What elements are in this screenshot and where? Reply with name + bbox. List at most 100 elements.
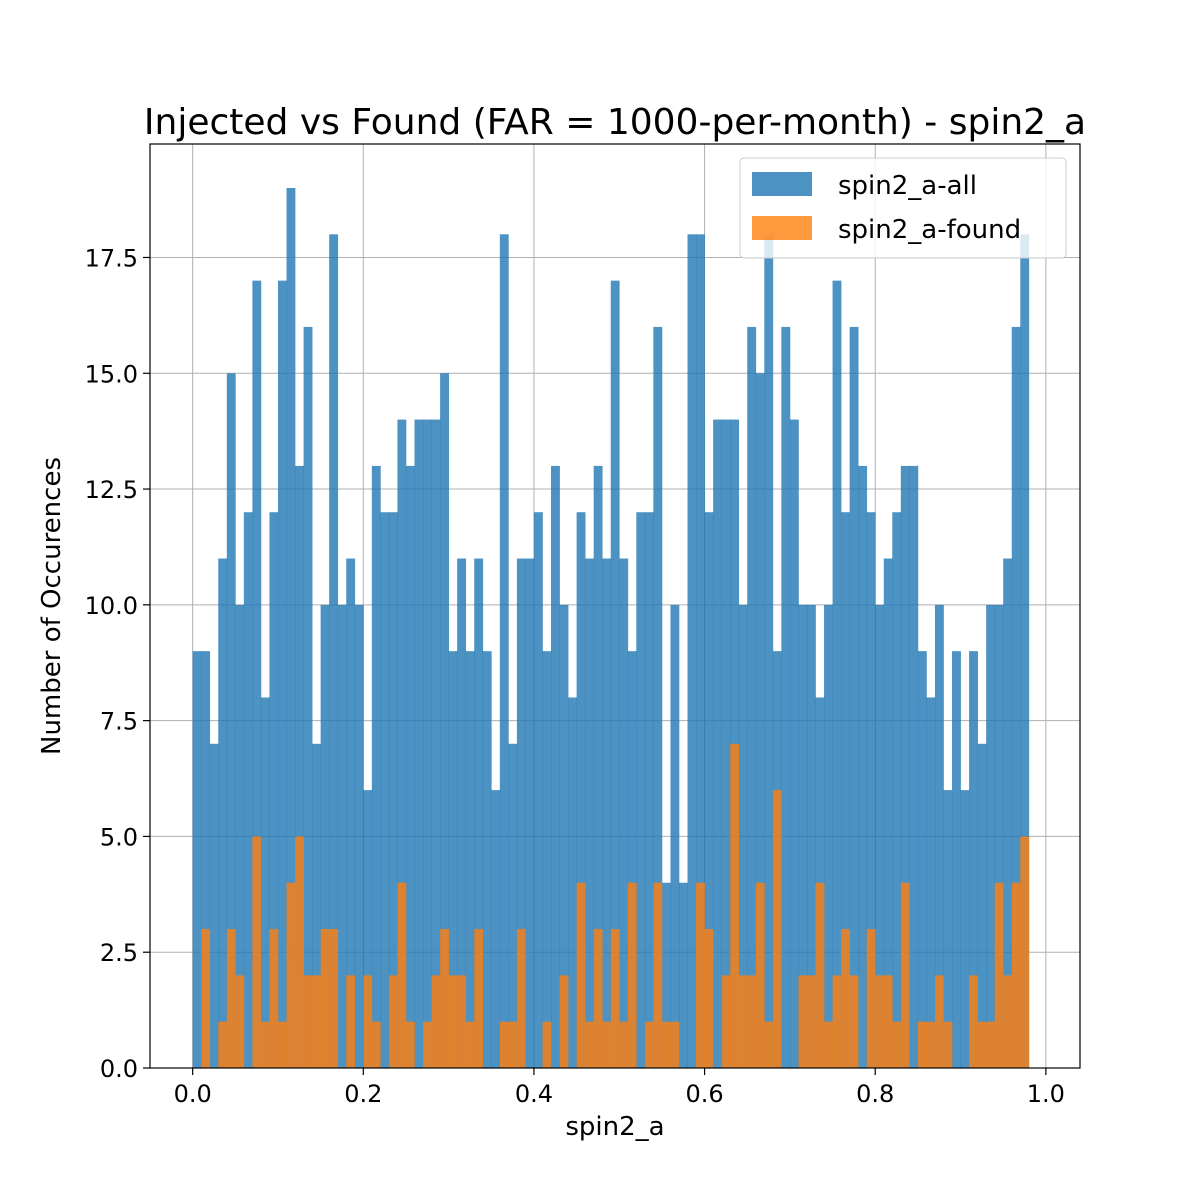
bar-found bbox=[892, 1021, 902, 1068]
bar-found bbox=[619, 1021, 629, 1068]
bar-found bbox=[917, 1021, 927, 1068]
bar-all bbox=[482, 651, 492, 1068]
bar-all bbox=[243, 512, 253, 1068]
bar-all bbox=[721, 419, 731, 1068]
bar-found bbox=[465, 1021, 475, 1068]
bar-all bbox=[508, 743, 518, 1068]
bar-found bbox=[849, 975, 859, 1068]
bar-all bbox=[312, 743, 321, 1068]
bar-found bbox=[388, 975, 398, 1068]
chart-title: Injected vs Found (FAR = 1000-per-month)… bbox=[144, 102, 1086, 143]
legend-box bbox=[739, 157, 1067, 259]
x-tick-label: 0.0 bbox=[174, 1080, 212, 1108]
bar-all bbox=[252, 280, 262, 1068]
bar-found bbox=[1020, 836, 1030, 1068]
bar-all bbox=[397, 419, 407, 1068]
bar-all bbox=[977, 743, 987, 1068]
bar-found bbox=[431, 975, 441, 1068]
bar-found bbox=[747, 975, 757, 1068]
bar-found bbox=[559, 975, 569, 1068]
bar-all bbox=[866, 512, 876, 1068]
y-tick-label: 12.5 bbox=[85, 476, 138, 504]
bar-found bbox=[423, 1021, 432, 1068]
bar-all bbox=[414, 419, 424, 1068]
y-tick-label: 15.0 bbox=[85, 360, 138, 388]
bar-all bbox=[363, 790, 373, 1068]
bar-all bbox=[593, 465, 603, 1068]
bar-found bbox=[969, 975, 978, 1068]
bar-all bbox=[1003, 558, 1013, 1068]
bar-found bbox=[994, 882, 1004, 1068]
bar-all bbox=[457, 558, 467, 1068]
bar-all bbox=[627, 651, 637, 1068]
x-tick-label: 0.2 bbox=[344, 1080, 382, 1108]
bar-found bbox=[576, 882, 586, 1068]
y-tick-label: 7.5 bbox=[100, 708, 138, 736]
bar-all bbox=[491, 790, 501, 1068]
bar-found bbox=[977, 1021, 987, 1068]
bar-found bbox=[303, 975, 313, 1068]
bar-all bbox=[226, 373, 236, 1068]
bar-all bbox=[1020, 234, 1030, 1068]
bar-all bbox=[764, 234, 774, 1068]
bar-all bbox=[696, 234, 705, 1068]
bar-all bbox=[568, 697, 577, 1068]
bar-all bbox=[209, 743, 219, 1068]
bar-all bbox=[824, 604, 833, 1068]
bar-found bbox=[943, 1021, 953, 1068]
bar-all bbox=[354, 604, 364, 1068]
bar-found bbox=[277, 1021, 287, 1068]
bar-all bbox=[892, 512, 902, 1068]
bar-found bbox=[934, 975, 944, 1068]
bar-all bbox=[525, 558, 535, 1068]
legend-label-all: spin2_a-all bbox=[838, 171, 977, 201]
bar-all bbox=[320, 604, 330, 1068]
bar-found bbox=[704, 929, 714, 1068]
bar-all bbox=[917, 651, 927, 1068]
bar-all bbox=[755, 373, 765, 1068]
bar-found bbox=[329, 929, 339, 1068]
bar-found bbox=[320, 929, 330, 1068]
bar-found bbox=[772, 790, 782, 1068]
ticks: 0.0 0.2 0.4 0.6 0.8 1.0 0.0 2.5 5.0 7.5 10.0 12.5 15… bbox=[85, 244, 1065, 1108]
bar-all bbox=[329, 234, 339, 1068]
x-tick-label: 1.0 bbox=[1027, 1080, 1065, 1108]
bar-found bbox=[593, 929, 603, 1068]
bar-found bbox=[252, 836, 262, 1068]
bar-found bbox=[661, 1021, 671, 1068]
bar-all bbox=[994, 604, 1004, 1068]
bar-found bbox=[260, 1021, 270, 1068]
bar-all bbox=[934, 604, 944, 1068]
bar-found bbox=[627, 882, 637, 1068]
bar-found bbox=[516, 929, 526, 1068]
bar-found bbox=[371, 1021, 381, 1068]
bar-all bbox=[465, 651, 475, 1068]
bar-all bbox=[516, 558, 526, 1068]
legend-swatch-found bbox=[752, 216, 812, 240]
bar-found bbox=[824, 1021, 833, 1068]
bar-all bbox=[380, 512, 390, 1068]
x-tick-label: 0.4 bbox=[515, 1080, 553, 1108]
bar-all bbox=[952, 651, 961, 1068]
bar-found bbox=[696, 882, 705, 1068]
bar-all bbox=[201, 651, 211, 1068]
bar-all bbox=[533, 512, 543, 1068]
bar-all bbox=[431, 419, 441, 1068]
bar-found bbox=[1003, 975, 1013, 1068]
bar-all bbox=[235, 604, 245, 1068]
bar-found bbox=[730, 743, 740, 1068]
bar-found bbox=[312, 975, 321, 1068]
bar-found bbox=[397, 882, 407, 1068]
legend: spin2_a-all spin2_a-found bbox=[739, 157, 1067, 259]
bar-found bbox=[986, 1021, 996, 1068]
y-tick-label: 5.0 bbox=[100, 823, 138, 851]
bar-found bbox=[235, 975, 245, 1068]
bar-all bbox=[926, 697, 936, 1068]
bar-all bbox=[269, 512, 279, 1068]
bar-all bbox=[909, 465, 919, 1068]
bars bbox=[192, 188, 1030, 1068]
bar-all bbox=[474, 558, 484, 1068]
bar-found bbox=[440, 929, 449, 1068]
bar-found bbox=[875, 975, 885, 1068]
bar-all bbox=[440, 373, 449, 1068]
